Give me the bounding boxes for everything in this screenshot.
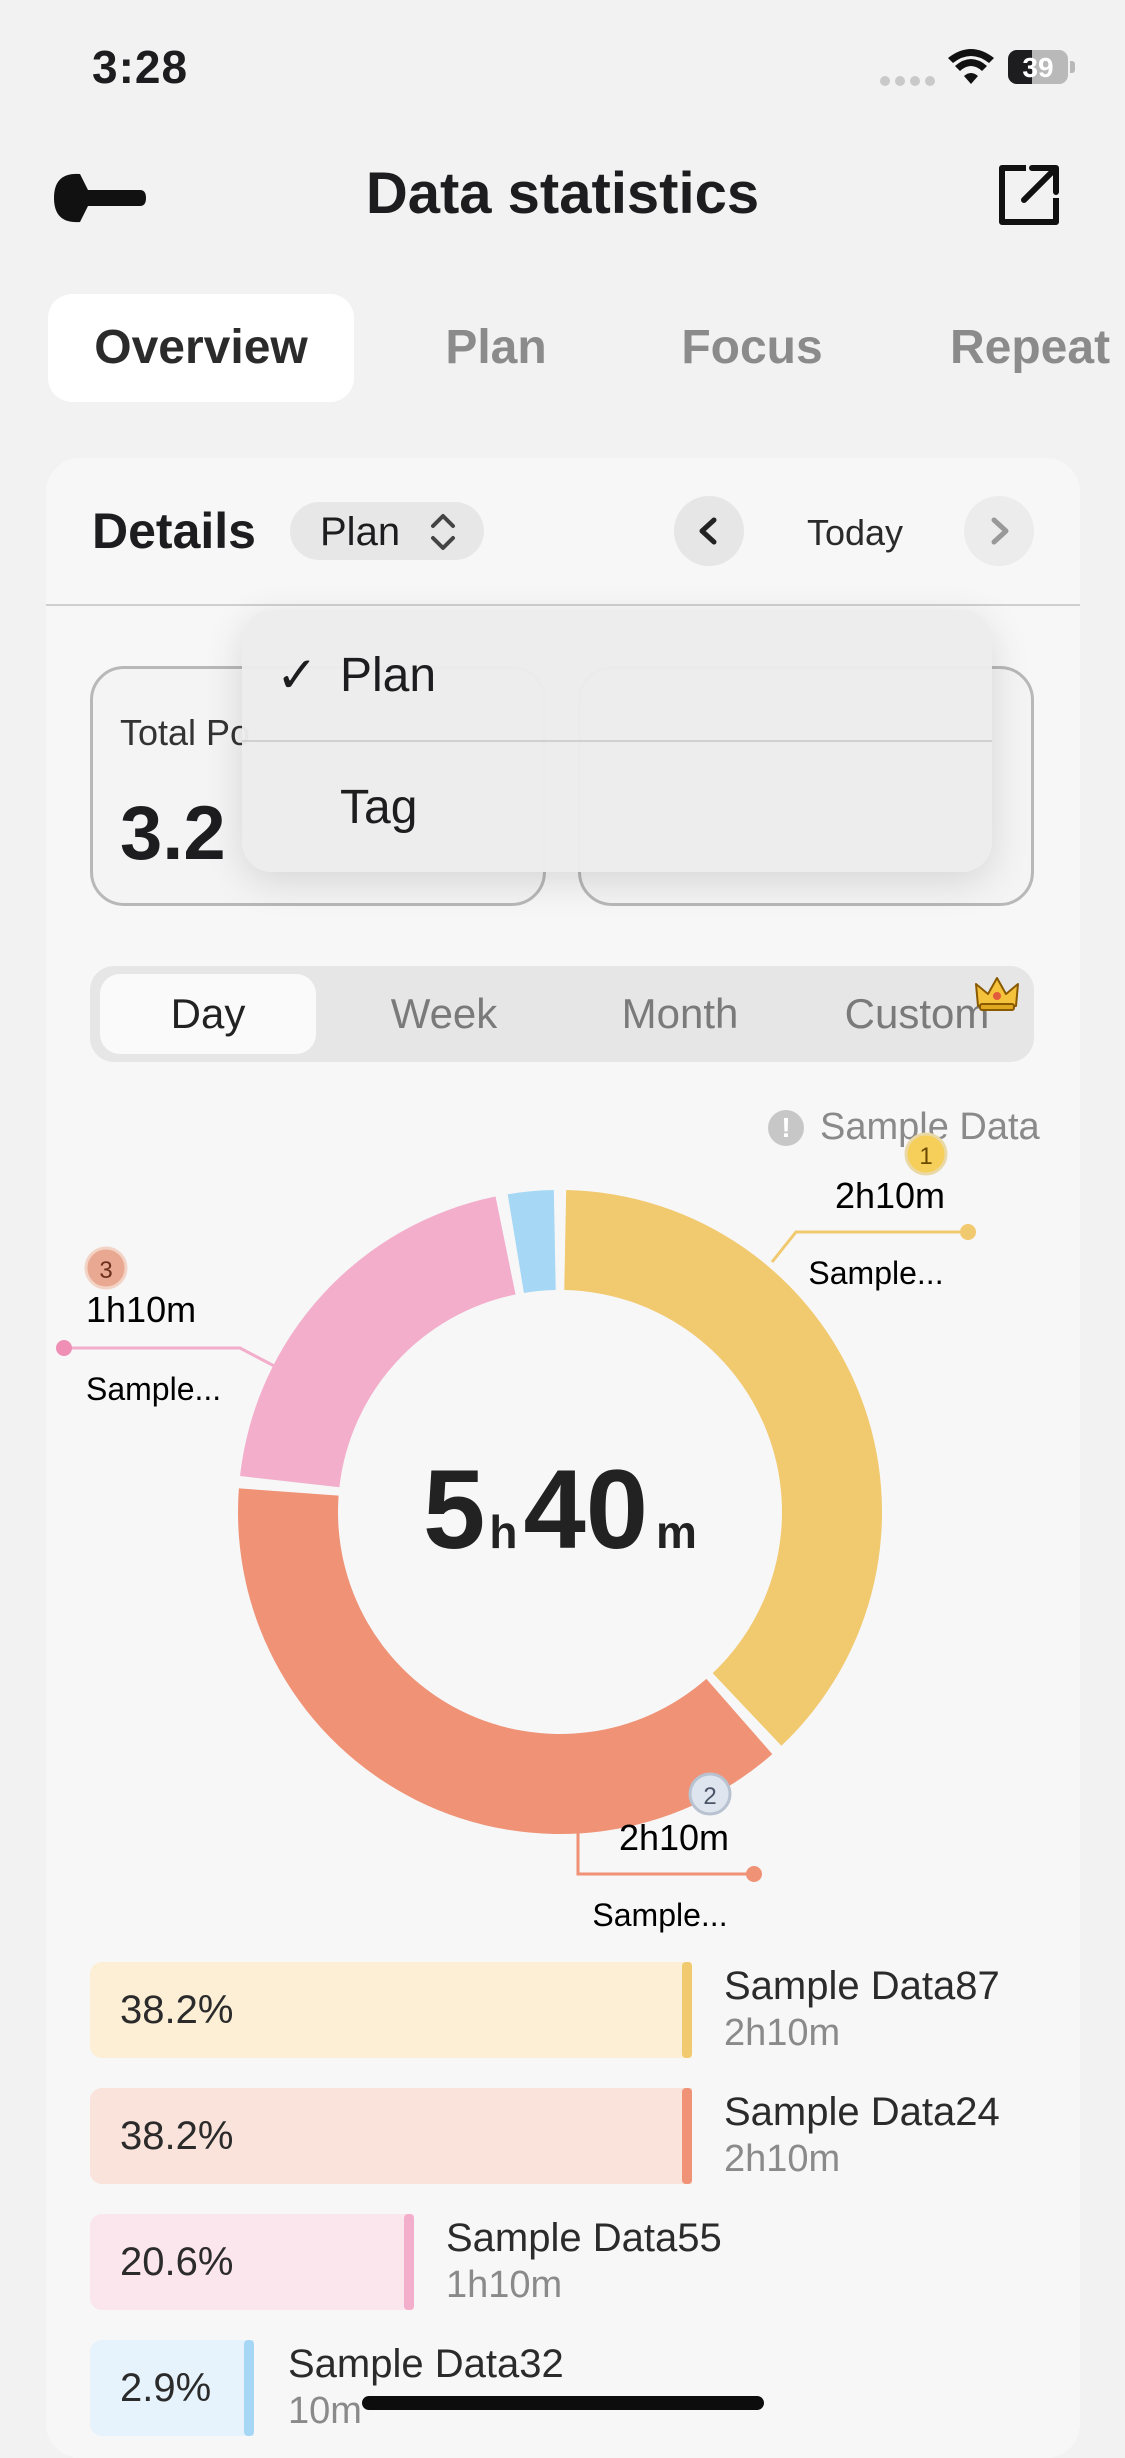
callout-1: 1 2h10m Sample...: [770, 1132, 976, 1291]
donut-slice-4[interactable]: [507, 1190, 556, 1293]
callout-name-3: Sample...: [86, 1371, 221, 1407]
header-divider: [46, 604, 1080, 606]
legend-percent: 2.9%: [120, 2366, 212, 2410]
battery-level: 39: [1022, 52, 1054, 83]
rank-badge-2: 2: [703, 1783, 716, 1810]
legend-row[interactable]: 20.6%: [90, 2214, 690, 2310]
share-export-icon[interactable]: [996, 162, 1062, 228]
tab-focus[interactable]: Focus: [681, 321, 823, 374]
legend-percent: 38.2%: [120, 1988, 234, 2032]
info-icon: !: [768, 1110, 804, 1146]
legend-bar: [90, 1962, 692, 2058]
chevron-up-down-icon: [431, 514, 455, 550]
plan-tag-selector[interactable]: Plan: [290, 502, 484, 560]
center-minutes: 40: [523, 1447, 648, 1572]
donut-slice-3[interactable]: [240, 1196, 516, 1488]
page-title: Data statistics: [365, 161, 760, 226]
legend-bar-edge: [244, 2340, 254, 2436]
callout-time-3: 1h10m: [86, 1289, 196, 1330]
segment-month[interactable]: Month: [621, 990, 739, 1037]
legend-percent: 38.2%: [120, 2114, 234, 2158]
legend-row[interactable]: 2.9%: [90, 2340, 690, 2436]
stat-value: 3.2: [120, 791, 226, 876]
segment-day[interactable]: Day: [100, 974, 316, 1054]
donut-slice-2[interactable]: [237, 1488, 773, 1835]
dropdown-option-tag[interactable]: Tag: [242, 742, 992, 872]
donut-slice-1[interactable]: [564, 1190, 882, 1746]
premium-crown-icon: [975, 977, 1019, 1011]
legend-name: Sample Data32: [288, 2342, 564, 2386]
rank-badge-1: 1: [919, 1143, 932, 1170]
next-date-button[interactable]: [964, 496, 1034, 566]
callout-time-1: 2h10m: [835, 1175, 945, 1216]
center-hours-unit: h: [489, 1506, 517, 1558]
donut-chart: 1 2h10m Sample... 2 2h10m Sample... 3 1h…: [56, 1132, 976, 1933]
legend-time: 2h10m: [724, 2012, 841, 2054]
callout-time-2: 2h10m: [619, 1817, 729, 1858]
segment-week[interactable]: Week: [390, 990, 498, 1037]
wifi-icon: [948, 49, 994, 84]
tab-repeat[interactable]: Repeat: [950, 321, 1111, 374]
callout-3: 3 1h10m Sample...: [56, 1246, 279, 1407]
chevron-left-icon: [699, 517, 717, 545]
dropdown-option-plan[interactable]: ✓ Plan: [242, 610, 992, 740]
legend-bar: [90, 2340, 254, 2436]
legend-percent: 20.6%: [120, 2240, 234, 2284]
legend-row[interactable]: 38.2%: [90, 2088, 692, 2184]
legend-bar-edge: [682, 2088, 692, 2184]
dropdown-divider: [242, 740, 992, 742]
tab-plan[interactable]: Plan: [445, 321, 547, 374]
rank-badge-3: 3: [99, 1257, 112, 1284]
stat-label: Total Po: [120, 712, 251, 753]
tab-overview[interactable]: Overview: [48, 294, 354, 402]
cellular-signal-icon: [880, 76, 936, 86]
dropdown-option-label: Tag: [340, 781, 418, 834]
callout-name-1: Sample...: [808, 1255, 943, 1291]
legend-bar-edge: [682, 1962, 692, 2058]
legend-row[interactable]: 38.2%: [90, 1962, 692, 2058]
legend-bar: [90, 2214, 414, 2310]
checkmark-icon: ✓: [276, 647, 318, 703]
home-indicator: [362, 2396, 764, 2410]
legend-name: Sample Data55: [446, 2216, 722, 2260]
segment-custom[interactable]: Custom: [844, 990, 990, 1037]
details-title: Details: [92, 503, 256, 559]
battery-icon: 39: [1008, 50, 1076, 84]
legend-bar-edge: [404, 2214, 414, 2310]
date-label: Today: [806, 512, 904, 553]
callout-2: 2 2h10m Sample...: [576, 1772, 762, 1933]
prev-date-button[interactable]: [674, 496, 744, 566]
chevron-right-icon: [991, 517, 1009, 545]
status-time: 3:28: [92, 41, 189, 93]
legend-time: 2h10m: [724, 2138, 841, 2180]
legend-bar: [90, 2088, 692, 2184]
center-hours: 5: [423, 1447, 485, 1572]
legend-time: 10m: [288, 2390, 362, 2432]
legend-name: Sample Data24: [724, 2090, 1000, 2134]
legend-name: Sample Data87: [724, 1964, 1000, 2008]
center-minutes-unit: m: [656, 1506, 697, 1558]
dropdown-option-label: Plan: [340, 649, 437, 702]
center-total: 5h40 m: [423, 1447, 697, 1572]
back-arrow-icon[interactable]: [48, 168, 148, 228]
selector-value: Plan: [320, 510, 401, 554]
callout-name-2: Sample...: [592, 1897, 727, 1933]
legend-time: 1h10m: [446, 2264, 563, 2306]
